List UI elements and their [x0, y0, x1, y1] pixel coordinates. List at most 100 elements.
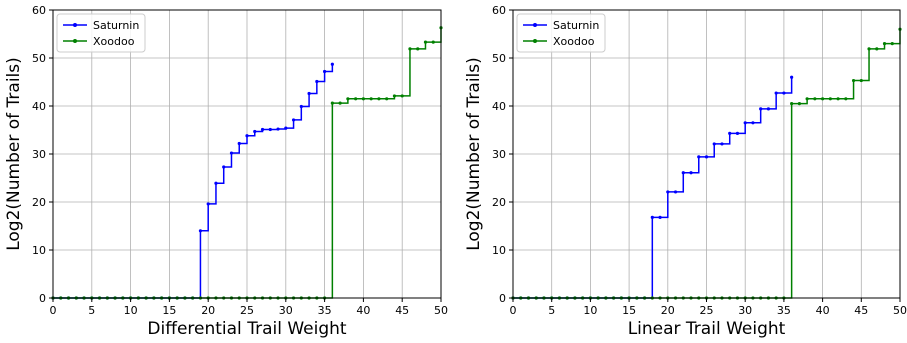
data-point-xoodoo: [330, 101, 334, 105]
x-tick-label: 50: [434, 304, 448, 317]
y-tick-label: 30: [32, 148, 46, 161]
x-tick-label: 20: [201, 304, 215, 317]
x-tick-label: 10: [124, 304, 138, 317]
data-point-xoodoo: [408, 47, 412, 51]
data-point-xoodoo: [385, 97, 389, 101]
data-point-saturnin: [315, 79, 319, 84]
data-point-saturnin: [766, 107, 771, 111]
x-tick-label: 15: [622, 304, 636, 317]
data-point-xoodoo: [844, 97, 848, 101]
data-point-saturnin: [222, 165, 226, 169]
data-point-saturnin: [198, 229, 203, 233]
x-tick-label: 30: [738, 304, 752, 317]
data-point-saturnin: [720, 142, 724, 146]
data-point-saturnin: [704, 155, 709, 159]
x-tick-label: 25: [240, 304, 254, 317]
data-point-saturnin: [237, 141, 241, 146]
legend-label-xoodoo: Xoodoo: [93, 35, 135, 48]
data-point-saturnin: [307, 91, 311, 96]
data-point-xoodoo: [828, 97, 832, 101]
data-point-saturnin: [276, 127, 280, 131]
y-tick-label: 20: [492, 196, 506, 209]
data-point-saturnin: [790, 75, 794, 79]
data-point-xoodoo: [361, 97, 365, 101]
x-tick-label: 45: [395, 304, 409, 317]
legend-marker-xoodoo: [533, 39, 537, 43]
data-point-saturnin: [751, 121, 755, 125]
y-tick-label: 10: [492, 244, 506, 257]
data-point-saturnin: [330, 62, 334, 66]
x-tick-label: 0: [50, 304, 57, 317]
x-axis-label: Differential Trail Weight: [147, 319, 346, 339]
x-tick-label: 45: [854, 304, 868, 317]
x-tick-label: 10: [583, 304, 597, 317]
y-tick-label: 0: [499, 292, 506, 305]
data-point-saturnin: [697, 155, 701, 159]
legend-marker-xoodoo: [73, 39, 77, 43]
data-point-xoodoo: [377, 97, 381, 101]
x-tick-label: 35: [318, 304, 332, 317]
data-point-xoodoo: [836, 97, 840, 101]
data-point-saturnin: [650, 215, 654, 219]
y-tick-label: 0: [39, 292, 46, 305]
y-tick-label: 10: [32, 244, 46, 257]
x-axis-label: Linear Trail Weight: [628, 319, 786, 339]
y-axis-label: Log2(Number of Trails): [464, 57, 484, 251]
data-point-xoodoo: [813, 97, 817, 101]
chart-1: 0 5 10 15 20 25 30 35 40 45 50 0 10 20 30 40 50 60 Differe…: [4, 4, 448, 339]
data-point-saturnin: [284, 126, 288, 130]
data-point-saturnin: [728, 131, 732, 135]
data-point-saturnin: [245, 134, 249, 138]
legend-marker-saturnin: [533, 23, 537, 27]
data-point-xoodoo: [354, 97, 358, 101]
legend-label-xoodoo: Xoodoo: [553, 35, 595, 48]
data-point-xoodoo: [790, 102, 794, 106]
data-point-saturnin: [681, 171, 685, 175]
data-point-saturnin: [689, 171, 693, 175]
x-tick-label: 5: [88, 304, 95, 317]
data-point-saturnin: [712, 142, 716, 146]
y-tick-label: 40: [32, 100, 46, 113]
chart-2: 0 5 10 15 20 25 30 35 40 45 50 0 10 20 30 40 50 60 Linear …: [464, 4, 907, 339]
data-point-xoodoo: [851, 78, 856, 83]
legend-marker-saturnin: [73, 23, 77, 27]
data-point-saturnin: [774, 91, 778, 95]
legend-box: [56, 13, 146, 53]
data-point-xoodoo: [392, 94, 397, 98]
data-point-saturnin: [673, 190, 678, 194]
y-tick-label: 50: [492, 52, 506, 65]
data-point-xoodoo: [431, 40, 435, 44]
data-point-saturnin: [253, 129, 257, 134]
x-tick-label: 20: [661, 304, 675, 317]
data-point-xoodoo: [890, 42, 894, 46]
legend-box: [516, 13, 606, 53]
data-point-xoodoo: [805, 97, 809, 101]
data-point-saturnin: [743, 121, 747, 125]
x-tick-label: 0: [510, 304, 517, 317]
data-point-saturnin: [666, 190, 670, 194]
data-point-xoodoo: [338, 101, 342, 105]
x-tick-label: 25: [700, 304, 714, 317]
data-point-xoodoo: [821, 97, 825, 101]
x-tick-label: 40: [816, 304, 830, 317]
legend-label-saturnin: Saturnin: [93, 19, 139, 32]
data-point-saturnin: [658, 215, 662, 219]
data-point-saturnin: [268, 127, 272, 132]
data-point-saturnin: [206, 202, 210, 206]
data-point-saturnin: [782, 91, 786, 95]
data-point-xoodoo: [369, 97, 373, 101]
y-tick-label: 50: [32, 52, 46, 65]
data-point-xoodoo: [882, 42, 887, 46]
series-line-saturnin: [53, 64, 334, 299]
data-point-xoodoo: [416, 47, 420, 51]
series-line-saturnin: [513, 77, 793, 299]
x-tick-label: 35: [777, 304, 791, 317]
data-point-saturnin: [299, 104, 303, 109]
x-tick-label: 30: [279, 304, 293, 317]
x-tick-label: 50: [893, 304, 907, 317]
y-axis-label: Log2(Number of Trails): [4, 57, 24, 251]
y-tick-label: 60: [32, 4, 46, 17]
x-tick-label: 40: [356, 304, 370, 317]
data-point-xoodoo: [875, 47, 879, 51]
